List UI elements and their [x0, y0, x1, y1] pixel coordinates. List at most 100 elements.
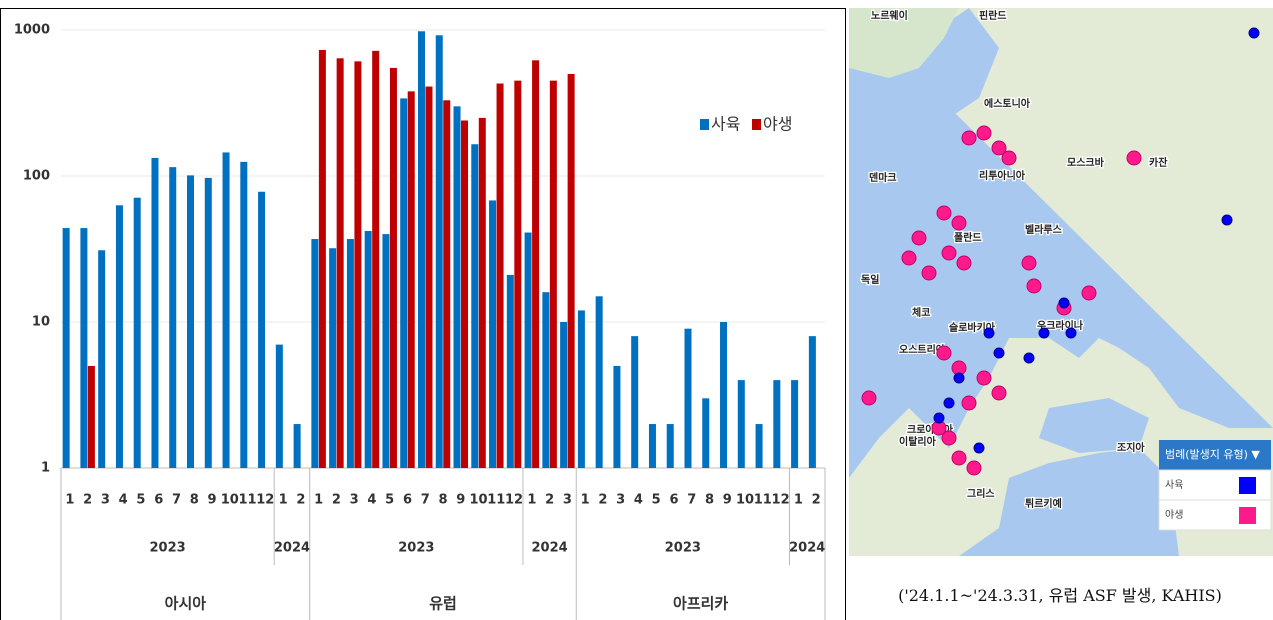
x-tick-label: 2: [296, 493, 305, 508]
x-tick-label: 4: [367, 493, 376, 508]
outbreak-wild: [1081, 285, 1097, 301]
bar: [187, 175, 195, 468]
map-label: 핀란드: [979, 9, 1007, 22]
bar: [98, 250, 106, 468]
x-tick-label: 11: [239, 493, 257, 508]
bar: [151, 157, 159, 468]
outbreak-wild: [921, 265, 937, 281]
x-tick-label: 1: [794, 493, 803, 508]
outbreak-farm: [943, 397, 955, 409]
outbreak-wild: [1026, 278, 1042, 294]
outbreak-farm: [1038, 327, 1050, 339]
outbreak-wild: [976, 125, 992, 141]
bar: [514, 80, 522, 468]
bar: [532, 60, 540, 468]
x-tick-label: 10: [469, 493, 487, 508]
bar: [595, 296, 603, 468]
x-tick-label: 5: [652, 493, 661, 508]
map-label: 독일: [861, 273, 879, 286]
x-tick-label: 3: [616, 493, 625, 508]
bar: [435, 35, 443, 468]
bar: [443, 100, 451, 468]
bar: [364, 231, 372, 468]
bar: [240, 161, 248, 468]
year-label: 2023: [665, 541, 701, 556]
chart-frame: [0, 8, 846, 620]
bar: [389, 67, 397, 469]
bar: [354, 61, 362, 468]
x-tick-label: 7: [687, 493, 696, 508]
map-label: 조지아: [1117, 441, 1145, 454]
bar: [425, 86, 433, 468]
x-tick-label: 9: [723, 493, 732, 508]
year-label: 2024: [532, 541, 568, 556]
legend-header: [1159, 440, 1271, 470]
land: [849, 8, 1273, 556]
x-tick-label: 1: [581, 493, 590, 508]
bar: [311, 239, 319, 468]
outbreak-wild: [936, 205, 952, 221]
x-tick-label: 5: [385, 493, 394, 508]
bar: [755, 424, 763, 468]
black-sea: [1039, 398, 1149, 453]
legend-swatch: [700, 119, 709, 130]
bar: [62, 228, 70, 468]
y-tick-label: 1000: [14, 23, 50, 38]
bar: [461, 120, 469, 468]
y-tick-label: 10: [32, 315, 50, 330]
x-tick-label: 2: [332, 493, 341, 508]
x-tick-label: 8: [190, 493, 199, 508]
bar: [496, 83, 504, 468]
x-tick-label: 12: [505, 493, 523, 508]
bar: [329, 248, 337, 468]
bar: [631, 336, 639, 468]
legend-swatch: [752, 119, 761, 130]
x-tick-label: 1: [314, 493, 323, 508]
outbreak-farm: [933, 412, 945, 424]
outbreak-wild: [1126, 150, 1142, 166]
x-tick-label: 9: [456, 493, 465, 508]
region-label: 아프리카: [673, 595, 728, 613]
bar: [773, 380, 781, 468]
x-tick-label: 1: [527, 493, 536, 508]
outbreak-wild: [941, 430, 957, 446]
scandinavia: [849, 8, 959, 78]
map-label: 체코: [912, 306, 930, 319]
x-tick-label: 2: [812, 493, 821, 508]
map-label: 카잔: [1149, 156, 1168, 169]
caption: ('24.1.1~'24.3.31, 유럽 ASF 발생, KAHIS): [898, 586, 1222, 605]
x-tick-label: 11: [754, 493, 772, 508]
map-label: 덴마크: [869, 171, 897, 184]
x-tick-label: 9: [207, 493, 216, 508]
x-tick-label: 1: [65, 493, 74, 508]
bar: [471, 144, 479, 468]
x-tick-label: 12: [256, 493, 274, 508]
bar: [791, 380, 799, 468]
bar: [346, 239, 354, 468]
outbreak-wild: [951, 215, 967, 231]
bar: [258, 191, 266, 468]
map-label: 리투아니아: [979, 169, 1026, 182]
outbreak-wild: [976, 370, 992, 386]
bar: [133, 197, 141, 468]
bar: [372, 50, 380, 468]
legend-item: 야생: [1165, 509, 1183, 521]
outbreak-wild: [861, 390, 877, 406]
bar: [336, 58, 344, 468]
region-label: 유럽: [429, 595, 457, 613]
bar: [577, 310, 585, 468]
legend-swatch: [1239, 507, 1256, 524]
outbreak-farm: [1221, 214, 1233, 226]
x-tick-label: 3: [101, 493, 110, 508]
outbreak-farm: [1065, 327, 1077, 339]
year-label: 2024: [274, 541, 310, 556]
bar: [453, 106, 461, 468]
x-tick-label: 8: [705, 493, 714, 508]
outbreak-wild: [961, 395, 977, 411]
x-tick-label: 2: [83, 493, 92, 508]
outbreak-wild: [966, 460, 982, 476]
outbreak-farm: [993, 347, 1005, 359]
outbreak-wild: [1021, 255, 1037, 271]
region-label: 아시아: [165, 595, 207, 613]
